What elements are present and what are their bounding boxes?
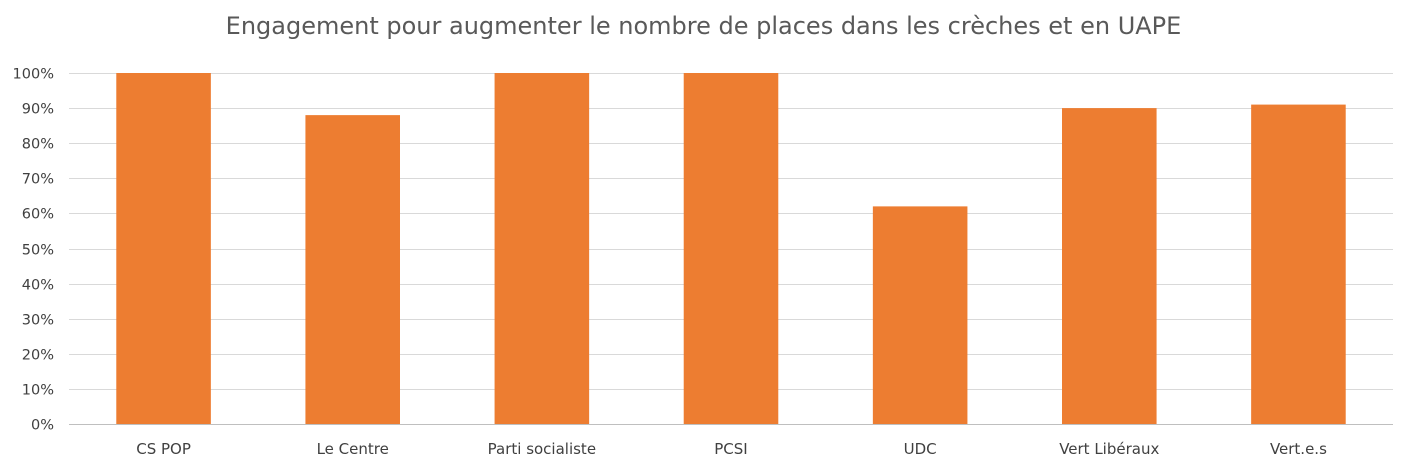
bar [683, 73, 779, 424]
x-category-label: UDC [904, 440, 937, 458]
bar [1062, 108, 1157, 424]
bar [116, 73, 211, 424]
x-category-label: CS POP [136, 440, 191, 458]
bar [1251, 104, 1346, 424]
x-category-label: Le Centre [317, 440, 389, 458]
bar [494, 73, 590, 424]
x-category-label: Vert.e.s [1270, 440, 1327, 458]
y-tick-label: 30% [22, 313, 54, 329]
y-tick-label: 10% [22, 383, 54, 399]
y-tick-label: 100% [13, 67, 54, 83]
y-tick-label: 0% [31, 418, 54, 434]
y-tick-label: 50% [22, 243, 54, 259]
bar [872, 206, 968, 424]
chart-title: Engagement pour augmenter le nombre de p… [225, 12, 1182, 40]
y-tick-label: 90% [22, 102, 54, 118]
y-tick-label: 70% [22, 172, 54, 188]
y-tick-label: 60% [22, 207, 54, 223]
y-tick-label: 80% [22, 137, 54, 153]
x-category-label: PCSI [714, 440, 747, 458]
x-category-label: Parti socialiste [488, 440, 596, 458]
bar [305, 115, 400, 425]
y-tick-label: 40% [22, 278, 54, 294]
y-tick-label: 20% [22, 348, 54, 364]
x-category-label: Vert Libéraux [1059, 440, 1159, 458]
